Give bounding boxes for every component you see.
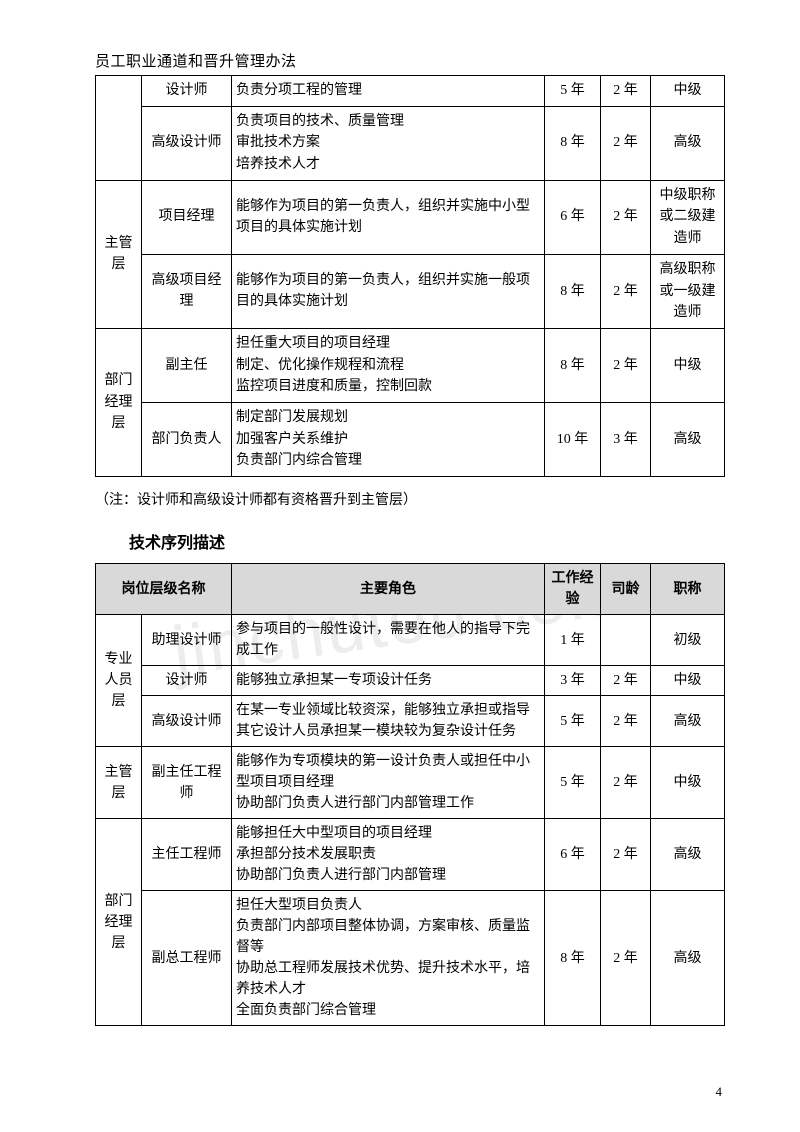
cell-title: 中级职称或二级建造师: [651, 180, 725, 254]
cell-role: 能够独立承担某一专项设计任务: [232, 666, 545, 696]
note-text: （注：设计师和高级设计师都有资格晋升到主管层）: [95, 489, 725, 509]
cell-title: 高级: [651, 819, 725, 891]
cell-level: 主管层: [96, 180, 142, 328]
cell-exp: 8 年: [545, 254, 601, 328]
cell-exp: 6 年: [545, 819, 601, 891]
cell-age: 2 年: [601, 328, 651, 402]
cell-exp: 5 年: [545, 696, 601, 747]
table-row: 高级设计师 负责项目的技术、质量管理审批技术方案培养技术人才 8 年 2 年 高…: [96, 106, 725, 180]
cell-exp: 10 年: [545, 402, 601, 476]
cell-position: 副总工程师: [142, 891, 232, 1026]
cell-age: 2 年: [601, 747, 651, 819]
cell-age: 2 年: [601, 819, 651, 891]
cell-level: 专业人员层: [96, 615, 142, 747]
table-row: 设计师 负责分项工程的管理 5 年 2 年 中级: [96, 76, 725, 107]
cell-age: 2 年: [601, 696, 651, 747]
cell-level-blank: [96, 76, 142, 181]
table-row: 高级设计师 在某一专业领域比较资深，能够独立承担或指导其它设计人员承担某一模块较…: [96, 696, 725, 747]
cell-role: 在某一专业领域比较资深，能够独立承担或指导其它设计人员承担某一模块较为复杂设计任…: [232, 696, 545, 747]
cell-level: 部门经理层: [96, 328, 142, 476]
cell-title: 中级: [651, 328, 725, 402]
header-exp: 工作经验: [545, 564, 601, 615]
header-title: 职称: [651, 564, 725, 615]
page-number: 4: [716, 1084, 723, 1100]
cell-position: 助理设计师: [142, 615, 232, 666]
cell-role: 负责项目的技术、质量管理审批技术方案培养技术人才: [232, 106, 545, 180]
cell-level: 部门经理层: [96, 819, 142, 1026]
cell-title: 高级: [651, 891, 725, 1026]
cell-title: 中级: [651, 76, 725, 107]
cell-exp: 6 年: [545, 180, 601, 254]
cell-role: 能够担任大中型项目的项目经理承担部分技术发展职责协助部门负责人进行部门内部管理: [232, 819, 545, 891]
cell-age: [601, 615, 651, 666]
cell-age: 2 年: [601, 76, 651, 107]
cell-position: 高级设计师: [142, 696, 232, 747]
table-row: 专业人员层 助理设计师 参与项目的一般性设计，需要在他人的指导下完成工作 1 年…: [96, 615, 725, 666]
cell-role: 担任重大项目的项目经理制定、优化操作规程和流程监控项目进度和质量，控制回款: [232, 328, 545, 402]
table-1: 设计师 负责分项工程的管理 5 年 2 年 中级 高级设计师 负责项目的技术、质…: [95, 75, 725, 477]
cell-title: 高级职称或一级建造师: [651, 254, 725, 328]
table-row: 主管层 项目经理 能够作为项目的第一负责人，组织并实施中小型项目的具体实施计划 …: [96, 180, 725, 254]
table-2: 岗位层级名称 主要角色 工作经验 司龄 职称 专业人员层 助理设计师 参与项目的…: [95, 563, 725, 1026]
cell-title: 高级: [651, 402, 725, 476]
cell-title: 高级: [651, 106, 725, 180]
cell-exp: 5 年: [545, 76, 601, 107]
cell-exp: 8 年: [545, 328, 601, 402]
cell-role: 担任大型项目负责人负责部门内部项目整体协调，方案审核、质量监督等协助总工程师发展…: [232, 891, 545, 1026]
cell-age: 3 年: [601, 402, 651, 476]
cell-exp: 8 年: [545, 891, 601, 1026]
cell-title: 中级: [651, 747, 725, 819]
table-row: 部门经理层 主任工程师 能够担任大中型项目的项目经理承担部分技术发展职责协助部门…: [96, 819, 725, 891]
header-role: 主要角色: [232, 564, 545, 615]
document-title: 员工职业通道和晋升管理办法: [95, 50, 725, 71]
table-row: 设计师 能够独立承担某一专项设计任务 3 年 2 年 中级: [96, 666, 725, 696]
table-row: 部门负责人 制定部门发展规划加强客户关系维护负责部门内综合管理 10 年 3 年…: [96, 402, 725, 476]
cell-exp: 5 年: [545, 747, 601, 819]
cell-role: 能够作为项目的第一负责人，组织并实施一般项目的具体实施计划: [232, 254, 545, 328]
cell-position: 设计师: [142, 666, 232, 696]
cell-age: 2 年: [601, 891, 651, 1026]
cell-role: 能够作为专项模块的第一设计负责人或担任中小型项目项目经理协助部门负责人进行部门内…: [232, 747, 545, 819]
cell-role: 能够作为项目的第一负责人，组织并实施中小型项目的具体实施计划: [232, 180, 545, 254]
cell-title: 初级: [651, 615, 725, 666]
table-header-row: 岗位层级名称 主要角色 工作经验 司龄 职称: [96, 564, 725, 615]
cell-role: 制定部门发展规划加强客户关系维护负责部门内综合管理: [232, 402, 545, 476]
cell-age: 2 年: [601, 180, 651, 254]
header-age: 司龄: [601, 564, 651, 615]
cell-position: 设计师: [142, 76, 232, 107]
header-level: 岗位层级名称: [96, 564, 232, 615]
cell-exp: 8 年: [545, 106, 601, 180]
section-title: 技术序列描述: [129, 529, 725, 553]
cell-role: 参与项目的一般性设计，需要在他人的指导下完成工作: [232, 615, 545, 666]
table-row: 主管层 副主任工程师 能够作为专项模块的第一设计负责人或担任中小型项目项目经理协…: [96, 747, 725, 819]
table-row: 高级项目经理 能够作为项目的第一负责人，组织并实施一般项目的具体实施计划 8 年…: [96, 254, 725, 328]
cell-age: 2 年: [601, 254, 651, 328]
cell-position: 主任工程师: [142, 819, 232, 891]
cell-position: 项目经理: [142, 180, 232, 254]
cell-title: 中级: [651, 666, 725, 696]
cell-exp: 1 年: [545, 615, 601, 666]
cell-title: 高级: [651, 696, 725, 747]
cell-position: 高级设计师: [142, 106, 232, 180]
table-row: 副总工程师 担任大型项目负责人负责部门内部项目整体协调，方案审核、质量监督等协助…: [96, 891, 725, 1026]
cell-exp: 3 年: [545, 666, 601, 696]
table-row: 部门经理层 副主任 担任重大项目的项目经理制定、优化操作规程和流程监控项目进度和…: [96, 328, 725, 402]
cell-age: 2 年: [601, 106, 651, 180]
cell-position: 部门负责人: [142, 402, 232, 476]
cell-role: 负责分项工程的管理: [232, 76, 545, 107]
cell-position: 副主任: [142, 328, 232, 402]
cell-position: 高级项目经理: [142, 254, 232, 328]
cell-position: 副主任工程师: [142, 747, 232, 819]
cell-age: 2 年: [601, 666, 651, 696]
cell-level: 主管层: [96, 747, 142, 819]
